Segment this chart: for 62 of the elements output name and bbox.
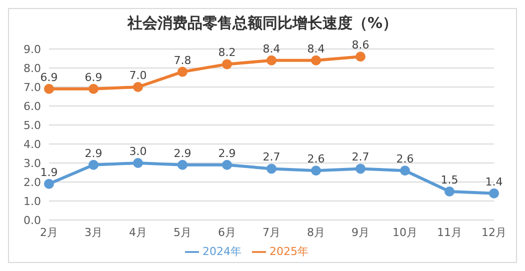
y-tick-label: 7.0 [24, 80, 41, 94]
point [311, 166, 321, 176]
point [266, 164, 276, 174]
data-label: 3.0 [129, 145, 147, 158]
point [444, 186, 454, 196]
x-tick-label: 2月 [40, 226, 58, 239]
data-label: 6.9 [84, 70, 102, 84]
y-tick-label: 5.0 [24, 118, 41, 132]
y-tick-label: 0.0 [24, 214, 41, 227]
x-tick-label: 9月 [352, 226, 370, 239]
data-label: 2.9 [218, 146, 236, 160]
point [44, 84, 54, 94]
y-tick-label: 9.0 [24, 42, 41, 56]
data-label: 2.7 [352, 150, 370, 164]
data-label: 2.7 [262, 150, 280, 164]
point [489, 188, 499, 198]
data-label: 2.9 [84, 146, 102, 160]
data-label: 8.4 [307, 42, 325, 56]
point [266, 55, 276, 66]
chart-title: 社会消费品零售总额同比增长速度（%） [126, 13, 399, 33]
x-tick-label: 10月 [392, 226, 418, 239]
x-tick-label: 12月 [482, 226, 506, 239]
data-label: 6.9 [40, 70, 58, 84]
point [178, 66, 188, 77]
point [88, 160, 98, 170]
y-tick-label: 1.0 [24, 194, 41, 208]
point [44, 178, 54, 189]
legend-label: 2024年 [202, 245, 242, 258]
data-label: 1.4 [485, 175, 503, 188]
y-tick-label: 3.0 [24, 156, 41, 170]
point [400, 166, 410, 176]
point [311, 55, 321, 66]
data-label: 2.6 [307, 152, 325, 166]
point [356, 164, 366, 174]
x-tick-label: 4月 [129, 226, 147, 239]
x-tick-label: 7月 [262, 226, 280, 239]
data-label: 8.2 [218, 46, 236, 60]
point [178, 160, 188, 170]
data-label: 7.0 [129, 69, 147, 82]
data-label: 1.5 [440, 174, 458, 186]
data-label: 8.4 [262, 42, 280, 56]
y-tick-label: 4.0 [24, 138, 41, 151]
data-label: 2.9 [174, 146, 192, 160]
x-tick-label: 8月 [307, 226, 325, 239]
data-label: 2.6 [396, 152, 414, 166]
point [222, 59, 232, 70]
x-tick-label: 6月 [218, 226, 236, 239]
data-label: 1.9 [40, 166, 58, 179]
data-label: 7.8 [174, 54, 192, 67]
data-label: 8.6 [352, 38, 370, 52]
x-tick-label: 11月 [437, 226, 462, 239]
point [222, 160, 232, 170]
x-tick-label: 3月 [84, 226, 102, 239]
point [133, 158, 143, 168]
y-tick-label: 2.0 [24, 176, 41, 189]
point [88, 84, 98, 94]
x-tick-label: 5月 [174, 226, 192, 239]
y-tick-label: 6.0 [24, 100, 41, 113]
legend-label: 2025年 [270, 245, 308, 258]
point [133, 82, 143, 92]
point [356, 52, 366, 62]
y-tick-label: 8.0 [24, 62, 41, 75]
